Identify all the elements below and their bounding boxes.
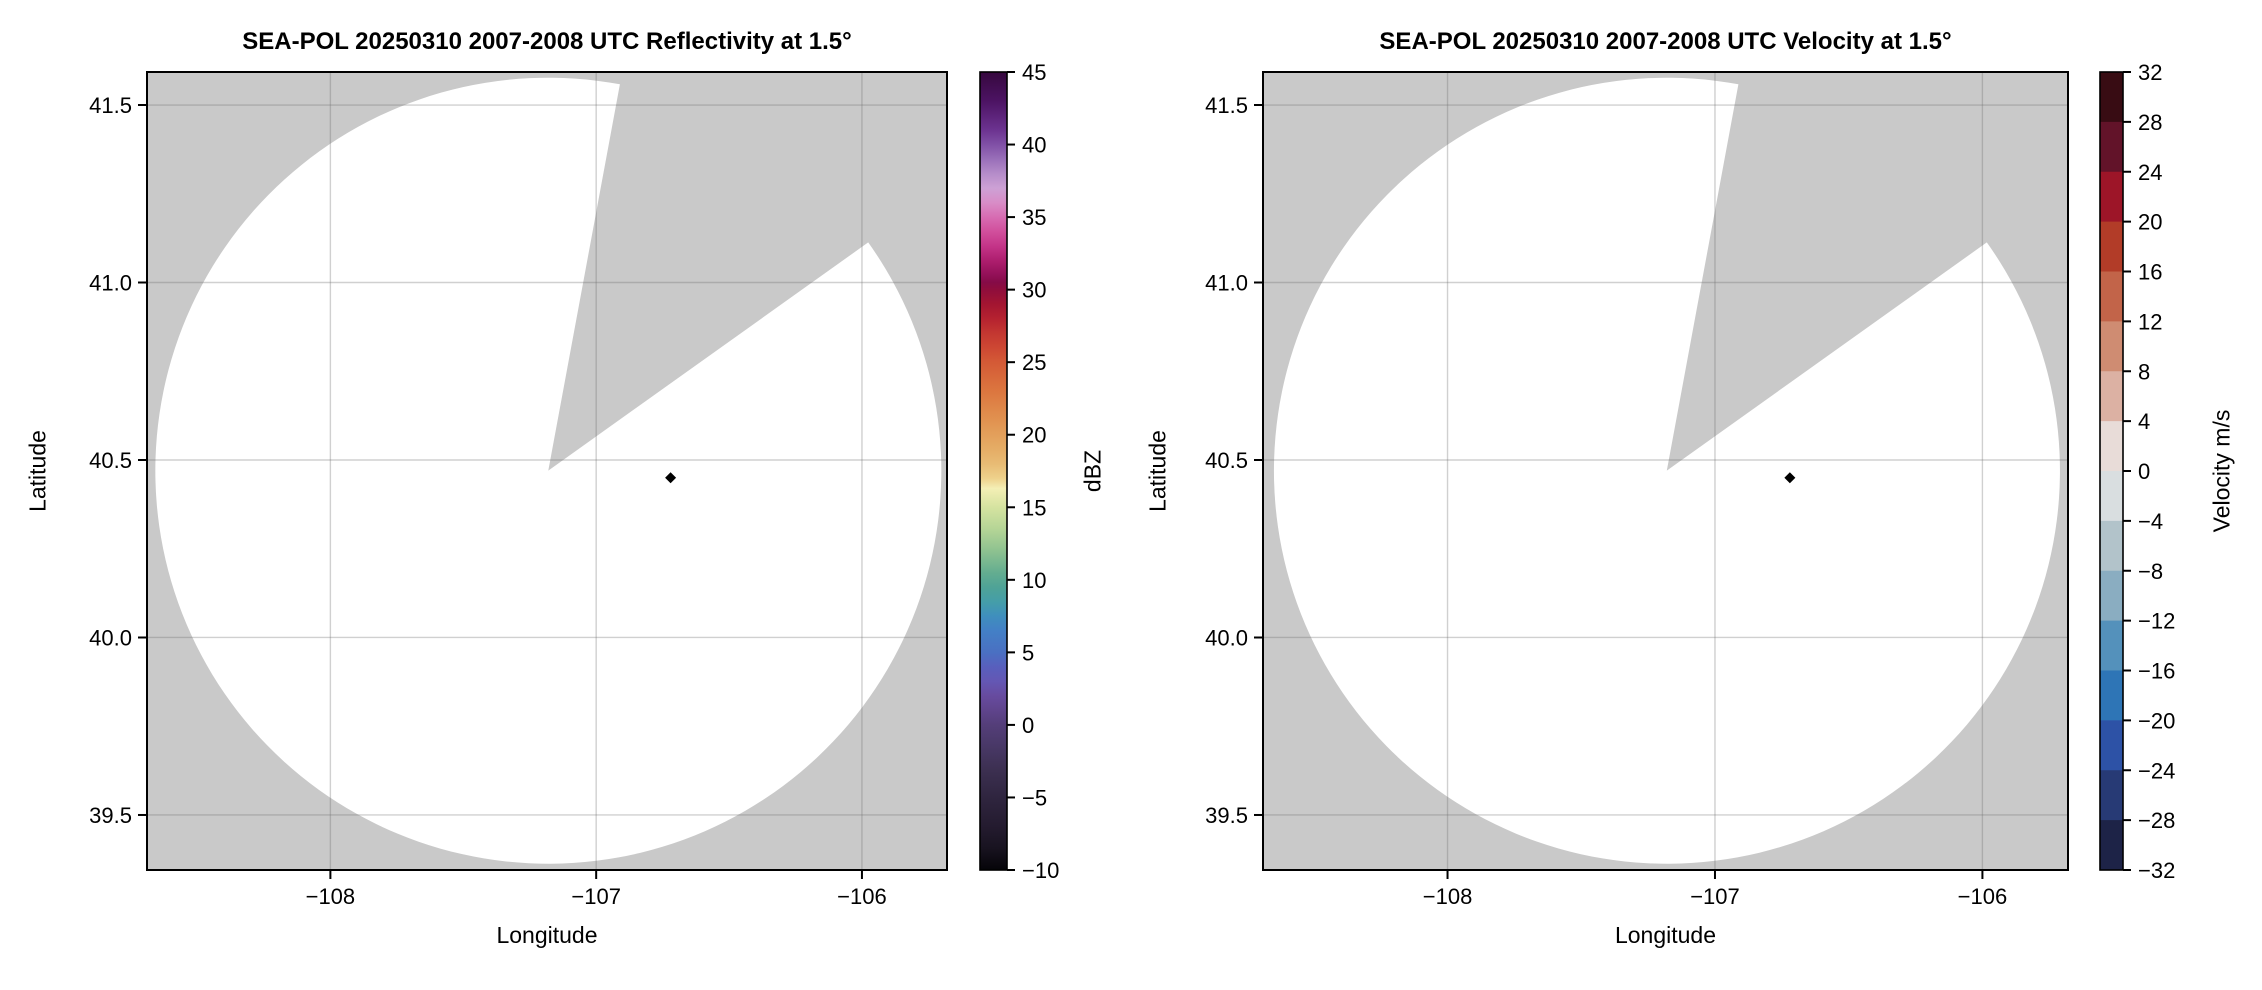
colorbar-tick-label: 20 (2138, 210, 2162, 235)
colorbar-band (2100, 221, 2123, 272)
reflectivity-ppi-plot: −108 −107 −106 41.5 41.0 40.5 40.0 39.5 45 40 35 30… (89, 60, 1059, 909)
colorbar-band (2100, 371, 2123, 422)
colorbar-band (2100, 421, 2123, 472)
colorbar-band (2100, 72, 2123, 123)
colorbar-tick-label: −12 (2138, 609, 2175, 634)
colorbar-band (2100, 620, 2123, 671)
colorbar-tick-label: 15 (1022, 495, 1046, 520)
y-tick-label: 40.0 (89, 625, 132, 650)
axes-frame (1262, 71, 2069, 871)
y-tick-label: 41.0 (89, 271, 132, 296)
colorbar-tick-label: −10 (1022, 858, 1059, 883)
colorbar-tick-label: 24 (2138, 160, 2162, 185)
colorbar-label-velocity: Velocity m/s (2208, 409, 2235, 533)
y-tick-label: 40.0 (1205, 625, 1248, 650)
x-tick-label: −107 (571, 884, 621, 909)
colorbar-tick-label: −5 (1022, 785, 1047, 810)
y-tick-label: 39.5 (89, 803, 132, 828)
ppi-scanned-area (1273, 77, 2060, 864)
colorbar-tick-label: −20 (2138, 708, 2175, 733)
colorbar: 32 28 24 20 16 12 8 4 0 −4 −8 −12 −16 −20 −24 −28 −32 (2099, 60, 2175, 883)
colorbar-tick-label: 35 (1022, 205, 1046, 230)
colorbar-band (2100, 770, 2123, 821)
x-tick-label: −108 (306, 884, 356, 909)
colorbar-tick-label: 28 (2138, 110, 2162, 135)
colorbar-tick-label: 45 (1022, 60, 1046, 85)
x-tick-label: −107 (1690, 884, 1740, 909)
colorbar: 45 40 35 30 25 20 15 10 5 0 −5 −10 (979, 60, 1059, 883)
y-tick-label: 40.5 (1205, 448, 1248, 473)
colorbar-frame (979, 71, 1008, 871)
colorbar-tick-label: 12 (2138, 309, 2162, 334)
x-axis-label: Longitude (496, 922, 598, 948)
colorbar-band (2100, 171, 2123, 223)
colorbar-label-dbz: dBZ (1079, 449, 1106, 493)
colorbar-tick-label: −24 (2138, 758, 2175, 783)
x-tick-label: −106 (1958, 884, 2008, 909)
colorbar-tick-label: 0 (1022, 713, 1034, 738)
y-tick-label: 41.5 (89, 93, 132, 118)
x-tick-label: −108 (1423, 884, 1473, 909)
y-axis-label: Latitude (1144, 430, 1171, 512)
colorbar-tick-label: 16 (2138, 260, 2162, 285)
colorbar-tick-label: 32 (2138, 60, 2162, 85)
x-axis-label: Longitude (1614, 922, 1717, 948)
colorbar-band (2100, 520, 2123, 572)
ppi-scanned-area (155, 77, 942, 864)
y-tick-label: 39.5 (1205, 803, 1248, 828)
colorbar-tick-label: 40 (1022, 133, 1046, 158)
colorbar-tick-label: 20 (1022, 423, 1046, 448)
location-marker-diamond (1784, 472, 1796, 484)
colorbar-band (2100, 820, 2123, 871)
colorbar-tick-label: 30 (1022, 278, 1046, 303)
colorbar-tick-label: 4 (2138, 409, 2150, 434)
reflectivity-plot-title: SEA-POL 20250310 2007-2008 UTC Reflectiv… (242, 28, 852, 55)
x-tick-label: −106 (837, 884, 887, 909)
colorbar-tick-label: 5 (1022, 640, 1034, 665)
colorbar-tick-label: −16 (2138, 659, 2175, 684)
y-tick-label: 41.5 (1205, 93, 1248, 118)
axes-frame (146, 71, 948, 871)
colorbar-band (2100, 321, 2123, 372)
colorbar-band (2100, 121, 2123, 173)
colorbar-tick-label: 10 (1022, 568, 1046, 593)
colorbar-band (2100, 570, 2123, 622)
colorbar-tick-label: −28 (2138, 808, 2175, 833)
y-tick-label: 40.5 (89, 448, 132, 473)
location-marker-diamond (665, 472, 677, 484)
colorbar-band (2100, 670, 2123, 721)
y-tick-label: 41.0 (1205, 271, 1248, 296)
colorbar-tick-label: −4 (2138, 509, 2163, 534)
colorbar-band (2100, 720, 2123, 771)
velocity-plot-title: SEA-POL 20250310 2007-2008 UTC Velocity … (1379, 28, 1952, 55)
colorbar-gradient (980, 72, 1007, 870)
colorbar-band (2100, 271, 2123, 322)
colorbar-tick-label: 25 (1022, 350, 1046, 375)
colorbar-tick-label: 0 (2138, 459, 2150, 484)
y-axis-label: Latitude (24, 430, 51, 512)
colorbar-tick-label: −32 (2138, 858, 2175, 883)
colorbar-band (2100, 471, 2123, 522)
colorbar-tick-label: 8 (2138, 359, 2150, 384)
velocity-ppi-plot: −108 −107 −106 41.5 41.0 40.5 40.0 39.5 32 28 24 20… (1205, 60, 2175, 909)
colorbar-tick-label: −8 (2138, 559, 2163, 584)
